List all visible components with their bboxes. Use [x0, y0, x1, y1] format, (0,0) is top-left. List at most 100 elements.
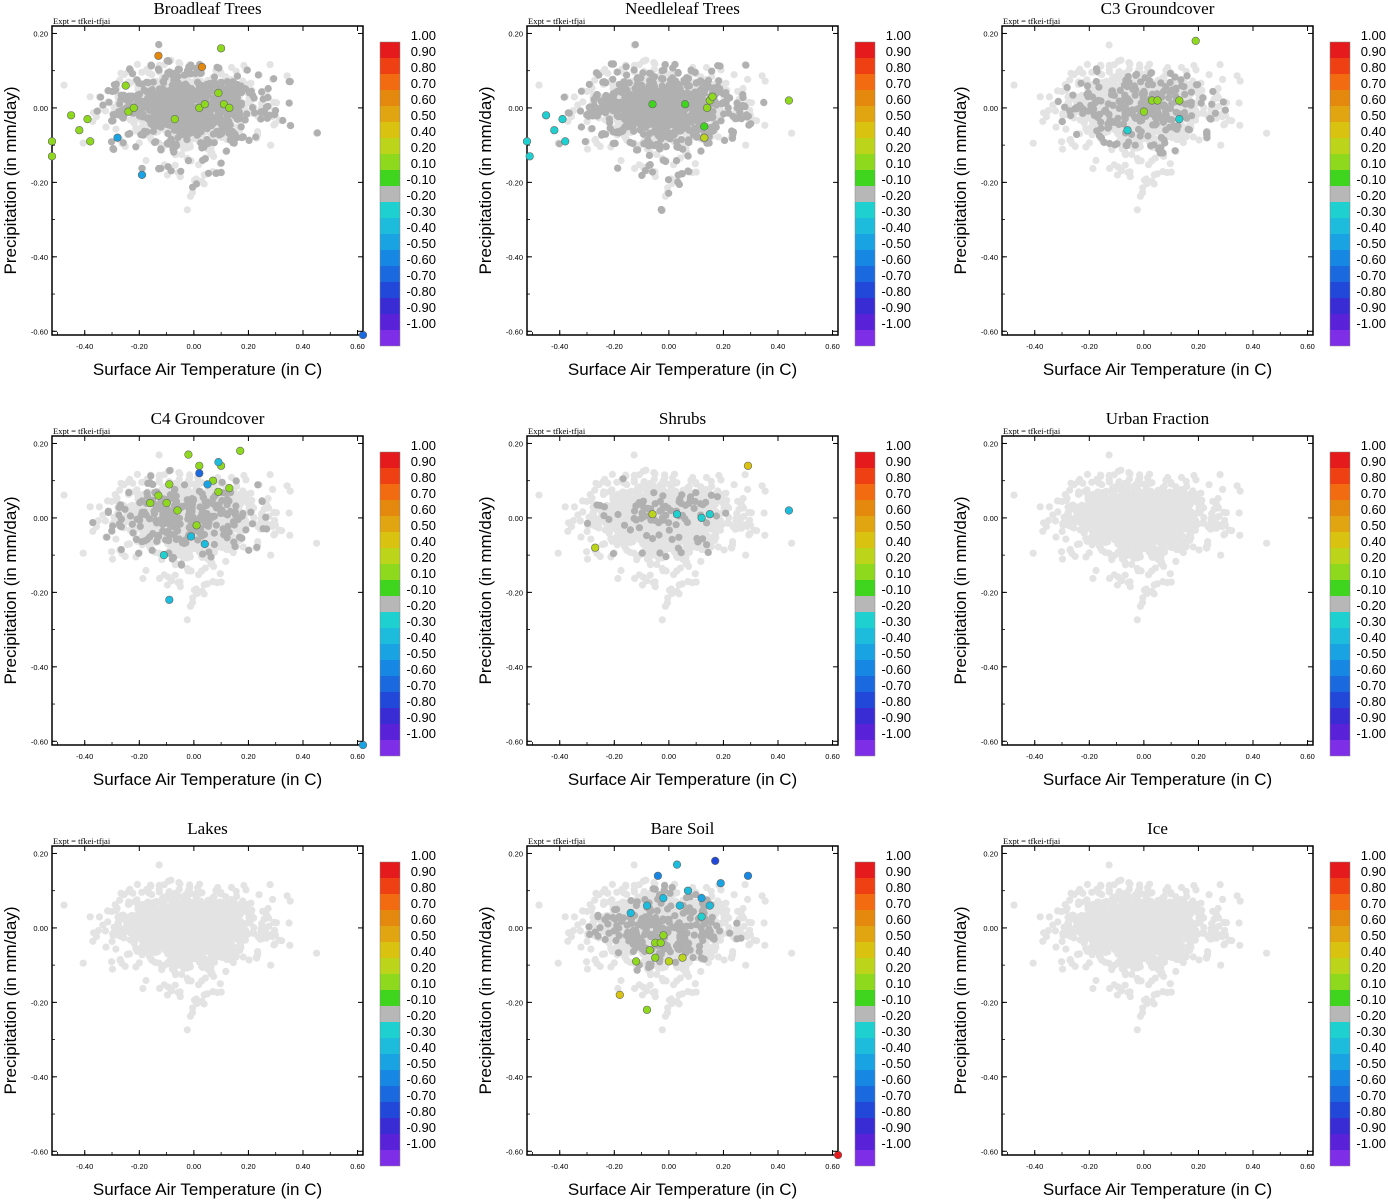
colorbar-swatch: [855, 234, 875, 250]
neutral-point: [657, 205, 665, 214]
neutral-point: [694, 78, 702, 86]
expt-label: Expt = tfkei-tfjai: [1003, 16, 1061, 26]
neutral-point: [593, 91, 601, 99]
colorbar-label: -0.30: [406, 204, 436, 219]
neutral-point: [119, 92, 127, 100]
neutral-point: [760, 98, 768, 106]
y-tick-label: -0.60: [506, 327, 523, 336]
colorbar-frame: [379, 41, 401, 347]
background-point: [60, 81, 68, 89]
neutral-point: [625, 112, 633, 121]
neutral-point: [99, 101, 107, 109]
colorbar-swatch: [855, 298, 875, 314]
neutral-point: [614, 164, 622, 172]
data-point: [700, 122, 709, 131]
neutral-point: [126, 129, 134, 138]
x-tick-label: 0.00: [187, 342, 202, 351]
neutral-point: [210, 73, 219, 81]
neutral-point: [187, 85, 196, 93]
background-point: [753, 117, 761, 125]
background-point: [739, 84, 747, 93]
expt-label: Expt = tfkei-tfjai: [528, 16, 586, 26]
neutral-point: [697, 93, 705, 101]
neutral-point: [183, 105, 191, 114]
neutral-point: [149, 78, 157, 86]
neutral-point: [203, 135, 211, 144]
neutral-point: [644, 136, 652, 144]
neutral-point: [226, 136, 234, 144]
colorbar-label: -0.70: [881, 268, 911, 283]
background-point: [186, 143, 194, 151]
data-point: [48, 137, 57, 146]
data-point: [48, 152, 57, 161]
neutral-point: [651, 86, 659, 94]
x-tick-label: -0.20: [606, 342, 623, 351]
background-point: [270, 98, 278, 106]
neutral-point: [183, 67, 192, 75]
neutral-point: [737, 115, 746, 123]
background-point: [86, 93, 94, 101]
neutral-point: [669, 64, 677, 72]
colorbar-swatch: [380, 74, 400, 90]
neutral-point: [685, 168, 693, 176]
x-axis-label: Surface Air Temperature (in C): [568, 360, 797, 379]
neutral-point: [109, 117, 117, 125]
colorbar-label: -0.10: [881, 172, 911, 187]
neutral-point: [199, 86, 207, 94]
neutral-point: [601, 94, 609, 102]
neutral-point: [658, 74, 666, 83]
neutral-point: [179, 98, 188, 106]
background-point: [283, 72, 291, 80]
neutral-point: [204, 119, 212, 127]
neutral-point: [679, 145, 687, 153]
neutral-point: [157, 118, 166, 126]
neutral-point: [164, 56, 172, 65]
neutral-point: [645, 142, 653, 150]
neutral-point: [239, 133, 247, 141]
colorbar-swatch: [855, 250, 875, 266]
neutral-point: [139, 113, 147, 121]
neutral-point: [655, 106, 663, 114]
neutral-point: [613, 99, 622, 107]
neutral-point: [687, 112, 695, 120]
neutral-point: [606, 102, 614, 110]
colorbar-label: 0.40: [886, 124, 911, 139]
background-point: [101, 107, 109, 115]
neutral-point: [191, 95, 199, 104]
neutral-point: [678, 170, 686, 178]
neutral-point: [249, 91, 257, 99]
neutral-point: [194, 130, 202, 138]
neutral-point: [684, 152, 692, 160]
y-tick-label: -0.20: [31, 178, 48, 187]
neutral-point: [217, 159, 225, 167]
neutral-point: [224, 110, 232, 118]
background-point: [148, 71, 156, 79]
neutral-point: [234, 105, 242, 114]
neutral-point: [652, 113, 660, 121]
colorbar-swatch: [855, 330, 875, 346]
neutral-point: [629, 140, 637, 148]
neutral-point: [675, 180, 684, 189]
y-tick-label: -0.20: [506, 178, 523, 187]
neutral-point: [609, 75, 617, 83]
neutral-point: [652, 140, 661, 149]
neutral-point: [657, 135, 665, 143]
colorbar-swatch: [855, 154, 875, 170]
neutral-point: [109, 145, 117, 153]
background-point: [604, 69, 612, 77]
background-point: [270, 121, 278, 129]
neutral-point: [692, 94, 700, 102]
colorbar-swatch: [855, 106, 875, 122]
neutral-point: [639, 69, 647, 77]
background-point: [112, 125, 120, 133]
data-point: [550, 126, 559, 135]
neutral-point: [657, 112, 666, 120]
colorbar-label: 0.80: [886, 60, 911, 75]
colorbar-swatch: [380, 106, 400, 122]
neutral-point: [203, 107, 211, 115]
neutral-point: [262, 103, 270, 111]
neutral-point: [258, 88, 266, 96]
neutral-point: [204, 169, 213, 177]
neutral-point: [645, 151, 654, 159]
neutral-point: [673, 143, 681, 151]
